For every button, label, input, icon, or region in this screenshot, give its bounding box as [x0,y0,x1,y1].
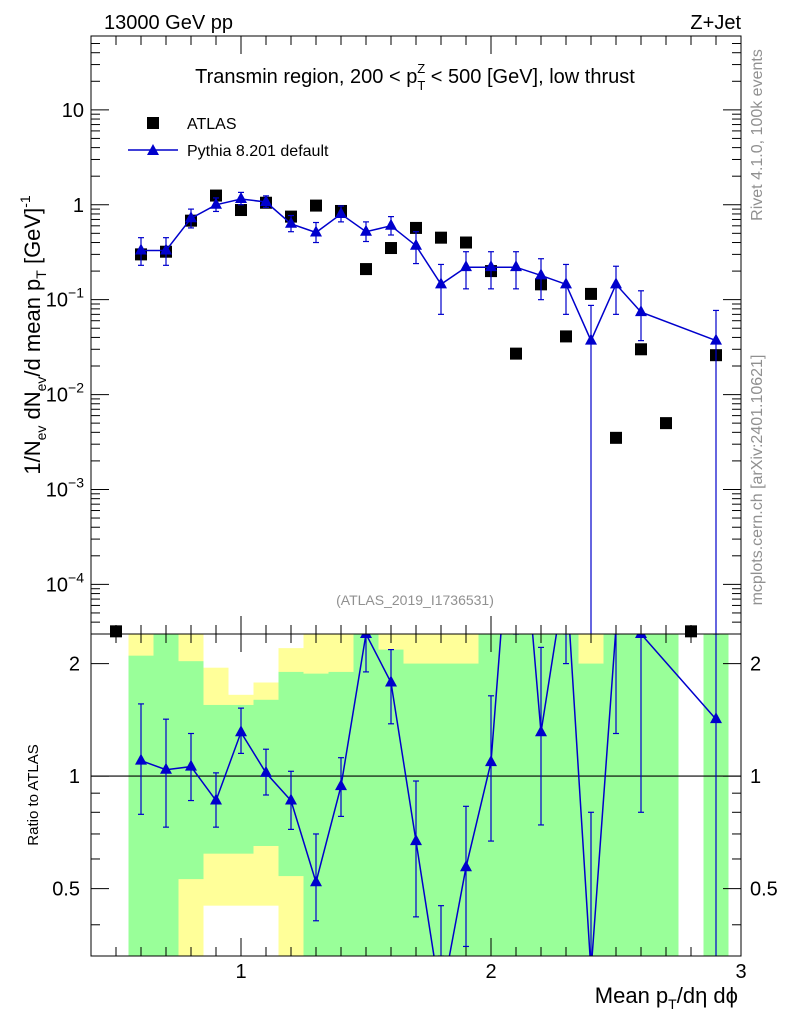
pythia-point [635,305,647,317]
pythia-point [585,333,597,345]
ratio-y-label: Ratio to ATLAS [25,744,42,845]
ratio-point [335,779,347,791]
pythia-point [535,268,547,280]
atlas-point [435,231,447,244]
ratio-point [710,712,722,724]
ratio-point [210,793,222,805]
ratio-y-tick-label: 2 [69,654,80,676]
pythia-point [135,243,147,255]
ratio-point [385,675,397,687]
ratio-point [360,634,372,638]
ratio-band-green [353,634,379,956]
x-tick-label: 1 [235,961,246,983]
pythia-point [710,333,722,345]
analysis-label: (ATLAS_2019_I1736531) [336,592,494,608]
pythia-point [435,277,447,289]
y-tick-label: 10−2 [46,380,84,407]
atlas-point [560,330,572,343]
y-tick-label: 10−1 [46,285,84,312]
y-tick-label: 1 [73,195,84,217]
pythia-point [235,191,247,203]
ratio-line [140,634,717,956]
ratio-frame [90,633,742,957]
ratio-y-tick-label-right: 1 [750,766,761,788]
legend: ATLAS Pythia 8.201 default [128,116,329,160]
ratio-point [235,725,247,737]
ratio-band-green [653,634,679,956]
pythia-point [510,260,522,272]
atlas-point [310,199,322,212]
pythia-point [185,211,197,223]
atlas-point [360,263,372,276]
ratio-point [635,634,647,638]
main-ticks: 10−4 10−3 10−2 10−1 1 10 [46,35,742,635]
ratio-ticks: 0.5 0.5 1 1 2 2 1 2 3 [52,634,778,983]
pythia-point [335,206,347,218]
process-label: Z+Jet [690,12,741,34]
pythia-point [260,194,272,206]
atlas-point [210,189,222,202]
rivet-label: Rivet 4.1.0, 100k events [749,49,766,221]
ratio-band-green [503,634,529,956]
plot-title: Transmin region, 200 < pTZ < 500 [GeV], … [195,61,635,93]
ratio-point [135,753,147,765]
ratio-point [185,759,197,771]
atlas-point [585,287,597,300]
atlas-point [635,343,647,356]
ratio-series [135,634,722,956]
main-series [110,189,722,638]
ratio-y-tick-label: 1 [69,766,80,788]
ratio-point [535,725,547,737]
pythia-point [410,238,422,250]
pythia-point [160,243,172,255]
ratio-point [460,860,472,872]
atlas-point [385,242,397,255]
legend-pythia-label: Pythia 8.201 default [187,143,329,160]
ratio-point [285,793,297,805]
ratio-y-tick-label-right: 2 [750,654,761,676]
atlas-point [235,204,247,217]
pythia-line [141,198,717,343]
pythia-point [360,224,372,236]
ratio-panel: 0.5 0.5 1 1 2 2 1 2 3 [52,633,778,983]
pythia-point [310,225,322,237]
y-tick-label: 10 [62,100,84,122]
atlas-point [510,347,522,360]
x-tick-label: 3 [735,961,746,983]
mcplots-label: mcplots.cern.ch [arXiv:2401.10621] [749,355,766,606]
pythia-point [610,277,622,289]
legend-atlas-label: ATLAS [187,116,237,133]
ratio-y-tick-label: 0.5 [52,879,80,901]
pythia-point [485,260,497,272]
legend-atlas-marker [147,117,159,129]
ratio-point [260,765,272,777]
y-axis-label: 1/Nev dNev/d mean pT [GeV]-1 [17,195,49,475]
main-panel: 10−4 10−3 10−2 10−1 1 10 (ATLAS_2019_I1736531… [46,35,742,638]
energy-label: 13000 GeV pp [104,12,233,34]
ratio-series-clipped [135,634,722,956]
y-tick-label: 10−4 [46,569,84,596]
atlas-point [410,221,422,234]
pythia-point [460,260,472,272]
pythia-point [285,216,297,228]
pythia-point [385,218,397,230]
ratio-point [410,834,422,846]
ratio-band-green [553,634,579,956]
pythia-point [210,197,222,209]
atlas-point [660,417,672,430]
x-tick-label: 2 [485,961,496,983]
atlas-point [610,431,622,444]
legend-pythia-marker [147,144,159,155]
y-tick-label: 10−3 [46,474,84,501]
ratio-point [310,875,322,887]
pythia-point [560,277,572,289]
x-axis-label: Mean pT/dη dϕ [595,983,738,1012]
ratio-point [160,762,172,774]
atlas-point [460,236,472,249]
ratio-y-tick-label-right: 0.5 [750,879,778,901]
ratio-point [485,755,497,767]
